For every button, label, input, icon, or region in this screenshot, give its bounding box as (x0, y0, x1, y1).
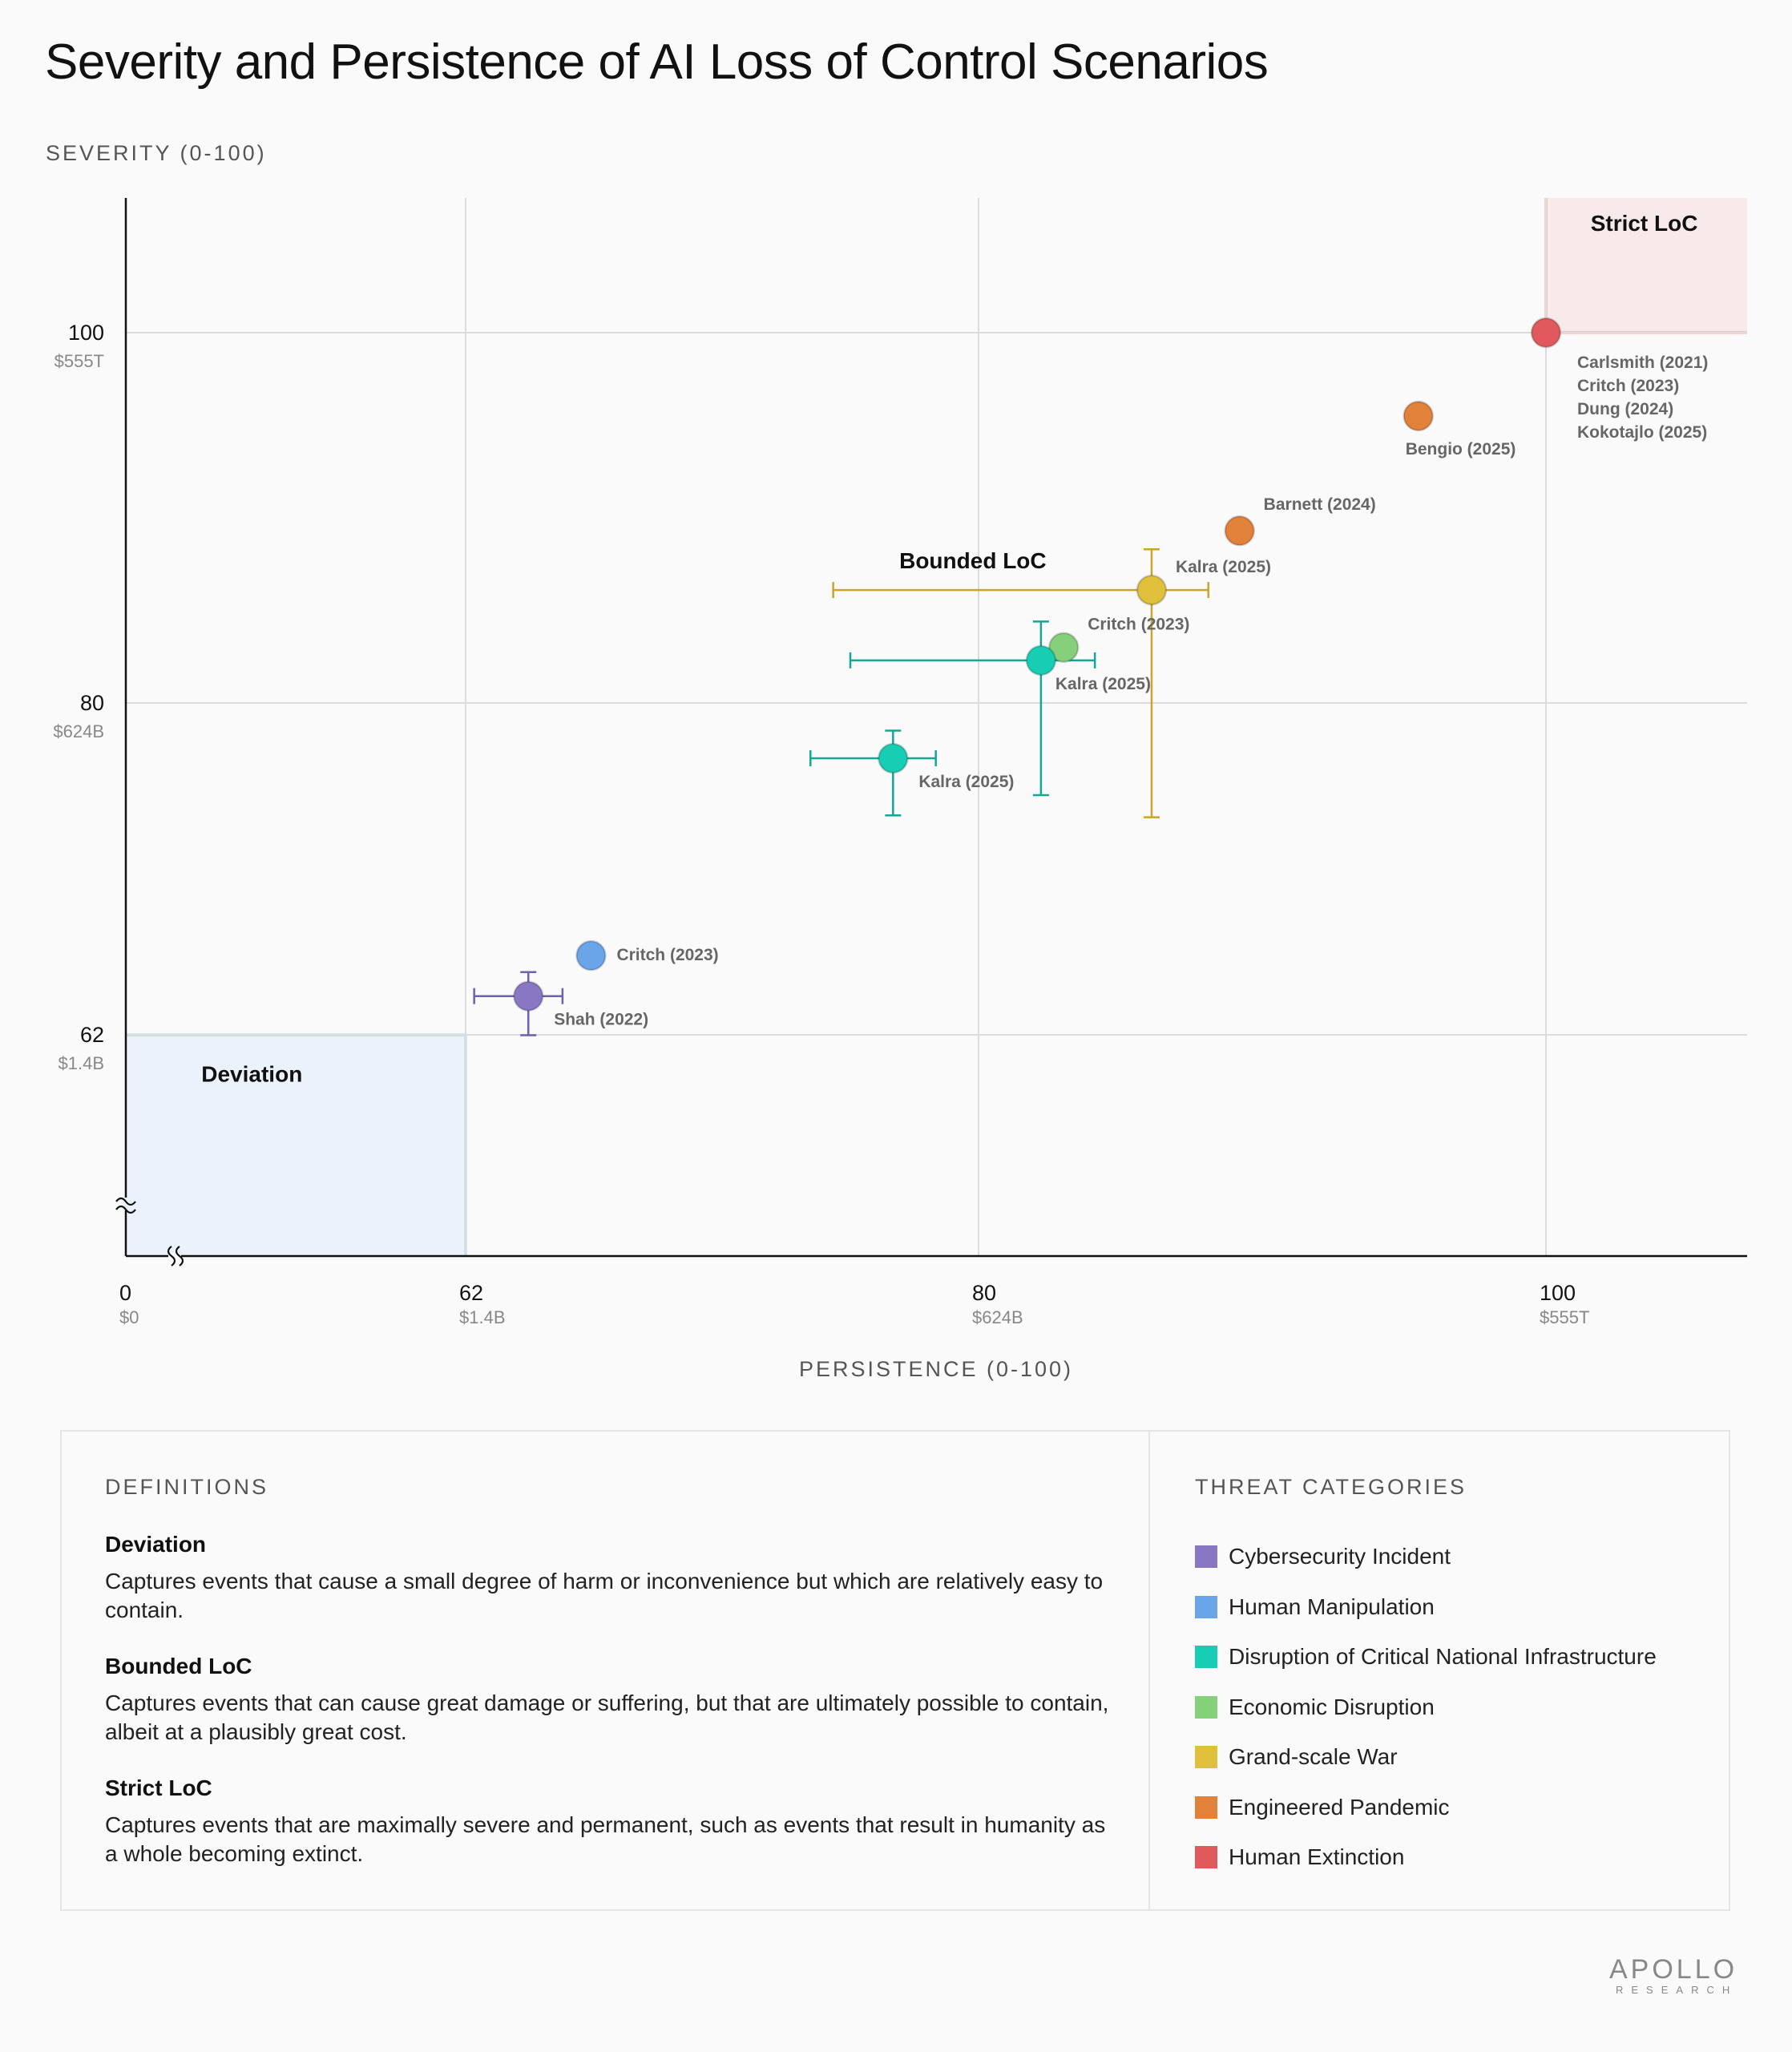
point-label: Critch (2023) (1577, 377, 1679, 395)
definition-deviation: Deviation Captures events that cause a s… (105, 1532, 1115, 1625)
definition-text: Captures events that cause a small degre… (105, 1569, 1104, 1622)
x-tick-sublabel: $555T (1540, 1307, 1589, 1327)
legend-label: Cybersecurity Incident (1229, 1544, 1451, 1569)
data-point (512, 980, 544, 1012)
point-label: Critch (2023) (1088, 616, 1189, 634)
legend-label: Economic Disruption (1229, 1694, 1435, 1719)
point-label: Kalra (2025) (1055, 675, 1151, 693)
legend-item: Grand-scale War (1195, 1732, 1708, 1783)
legend-label: Human Extinction (1229, 1844, 1405, 1870)
data-point (1403, 400, 1434, 432)
point-label: Critch (2023) (616, 946, 718, 964)
definitions-section: DEFINITIONS Deviation Captures events th… (105, 1475, 1115, 1897)
apollo-research-logo: APOLLO RESEARCH (1609, 1956, 1738, 1997)
definition-text: Captures events that can cause great dam… (105, 1690, 1109, 1744)
definition-name: Deviation (105, 1532, 207, 1557)
y-axis-label: SEVERITY (0-100) (46, 141, 267, 165)
data-point (1224, 515, 1255, 547)
point-label: Dung (2024) (1577, 400, 1673, 418)
region-label-strict-loc: Strict LoC (1591, 211, 1698, 236)
legend-label: Grand-scale War (1229, 1744, 1398, 1770)
y-axis-break-gap (123, 1198, 129, 1210)
region-label-bounded-loc: Bounded LoC (899, 548, 1047, 573)
data-point (1136, 574, 1168, 606)
ticks-layer: 0$062$1.4B80$624B100$555T62$1.4B80$624B1… (53, 321, 1589, 1327)
y-tick-sublabel: $555T (54, 351, 104, 371)
y-tick-sublabel: $1.4B (59, 1053, 105, 1073)
x-axis-label: PERSISTENCE (0-100) (798, 1357, 1074, 1381)
legend-label: Engineered Pandemic (1229, 1794, 1450, 1820)
points-layer (512, 317, 1562, 1012)
x-tick-label: 62 (459, 1281, 483, 1305)
threat-categories-legend: THREAT CATEGORIES Cybersecurity Incident… (1195, 1475, 1708, 1883)
point-label: Kokotajlo (2025) (1577, 423, 1707, 442)
legend-item: Human Extinction (1195, 1832, 1708, 1883)
logo-subtitle: RESEARCH (1616, 1984, 1738, 1996)
point-label: Bengio (2025) (1406, 440, 1516, 458)
definition-bounded-loc: Bounded LoC Captures events that can cau… (105, 1654, 1115, 1747)
point-label: Shah (2022) (554, 1011, 648, 1029)
point-label: Kalra (2025) (1176, 558, 1271, 576)
definition-name: Bounded LoC (105, 1654, 252, 1678)
definition-strict-loc: Strict LoC Captures events that are maxi… (105, 1775, 1115, 1868)
y-tick-label: 62 (80, 1023, 104, 1047)
legend-swatch-icon (1195, 1796, 1217, 1819)
region-strict-loc (1546, 198, 1747, 333)
data-point (1530, 317, 1562, 349)
definition-text: Captures events that are maximally sever… (105, 1812, 1106, 1866)
y-tick-sublabel: $624B (53, 721, 104, 741)
legend-swatch-icon (1195, 1595, 1217, 1618)
regions-layer (126, 198, 1747, 1256)
x-tick-label: 80 (972, 1281, 996, 1305)
scatter-chart: 0$062$1.4B80$624B100$555T62$1.4B80$624B1… (53, 198, 1747, 1327)
x-axis-break-icon (167, 1246, 184, 1266)
grid-layer (126, 198, 1747, 1256)
data-point (878, 742, 909, 774)
legend-item: Economic Disruption (1195, 1682, 1708, 1733)
page-title: Severity and Persistence of AI Loss of C… (45, 34, 1269, 90)
x-axis-break-gap (168, 1253, 181, 1259)
legend-item: Cybersecurity Incident (1195, 1532, 1708, 1582)
x-tick-sublabel: $0 (119, 1307, 139, 1327)
x-tick-label: 100 (1540, 1281, 1576, 1305)
logo-wordmark: APOLLO (1609, 1954, 1738, 1985)
definitions-heading: DEFINITIONS (105, 1475, 269, 1499)
region-deviation (126, 1035, 466, 1256)
x-tick-sublabel: $1.4B (459, 1307, 506, 1327)
definition-name: Strict LoC (105, 1775, 212, 1800)
point-label: Carlsmith (2021) (1577, 353, 1708, 372)
x-tick-label: 0 (119, 1281, 131, 1305)
legend-item: Engineered Pandemic (1195, 1783, 1708, 1833)
point-label: Barnett (2024) (1264, 495, 1376, 514)
panel-divider (1148, 1432, 1150, 1909)
legend-label: Human Manipulation (1229, 1594, 1435, 1619)
y-tick-label: 80 (80, 691, 104, 715)
legend-swatch-icon (1195, 1646, 1217, 1669)
legend-swatch-icon (1195, 1695, 1217, 1719)
labels-layer: Deviation Bounded LoC Strict LoC Shah (2022… (201, 211, 1708, 1087)
y-axis-break-icon (115, 1197, 136, 1214)
legend-swatch-icon (1195, 1746, 1217, 1769)
legend-item: Human Manipulation (1195, 1582, 1708, 1633)
legend-list: Cybersecurity Incident Human Manipulation… (1195, 1532, 1708, 1883)
data-point (1047, 632, 1080, 663)
data-point (1025, 644, 1057, 677)
legend-swatch-icon (1195, 1846, 1217, 1869)
legend-item: Disruption of Critical National Infrastr… (1195, 1632, 1708, 1682)
point-label: Kalra (2025) (918, 773, 1014, 791)
data-point (575, 939, 607, 971)
legend-label: Disruption of Critical National Infrastr… (1229, 1644, 1657, 1670)
legend-swatch-icon (1195, 1545, 1217, 1569)
axes-layer (115, 198, 1747, 1266)
info-panel: DEFINITIONS Deviation Captures events th… (60, 1430, 1730, 1911)
legend-heading: THREAT CATEGORIES (1195, 1475, 1467, 1499)
x-tick-sublabel: $624B (972, 1307, 1023, 1327)
region-label-deviation: Deviation (201, 1062, 302, 1087)
y-tick-label: 100 (68, 321, 104, 345)
